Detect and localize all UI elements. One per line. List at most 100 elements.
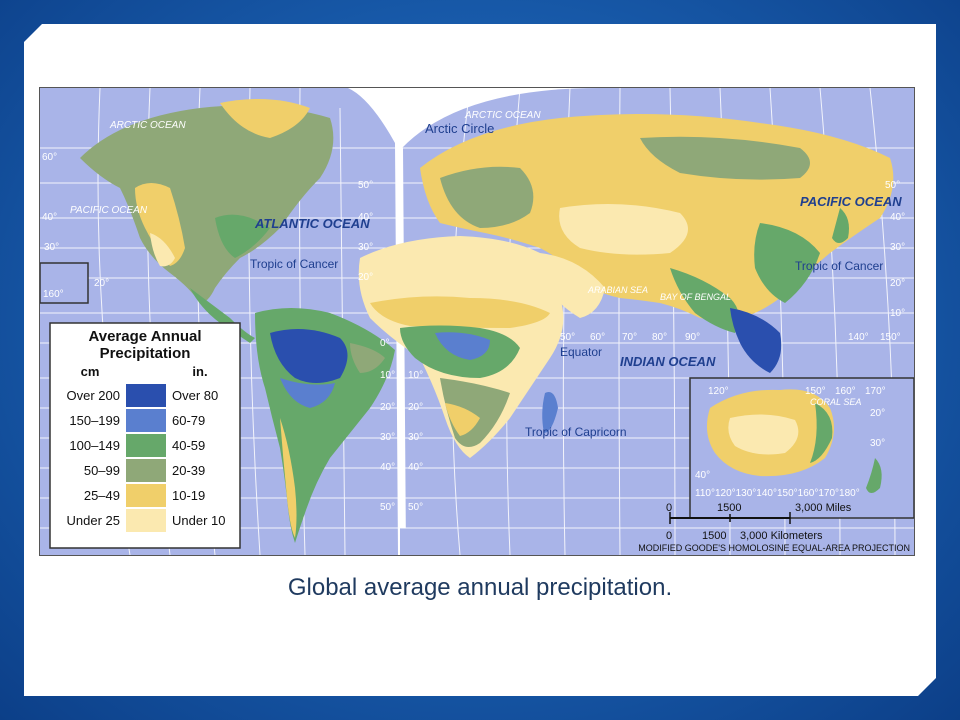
- slide: Average Annual Precipitation cm in. Over…: [24, 24, 936, 696]
- lat-sa-30: 30°: [380, 432, 395, 443]
- legend-title-1: Average Annual: [88, 328, 201, 345]
- label-arabian-sea: ARABIAN SEA: [587, 285, 648, 295]
- label-indian-ocean: INDIAN OCEAN: [620, 354, 716, 369]
- label-pacific-ocean-left: PACIFIC OCEAN: [70, 205, 148, 216]
- legend-swatch: [126, 459, 166, 482]
- lat-left-20: 20°: [94, 278, 109, 289]
- lat-sa-40: 40°: [380, 462, 395, 473]
- lat-left-60: 60°: [42, 152, 57, 163]
- label-arctic-ocean-left: ARCTIC OCEAN: [109, 120, 186, 131]
- na-dry-west: [135, 183, 185, 266]
- australia-east-coast: [810, 403, 833, 463]
- lon-90: 90°: [685, 332, 700, 343]
- madagascar: [542, 392, 558, 433]
- legend-unit-in: in.: [192, 364, 207, 379]
- na-arid-southwest: [150, 233, 175, 267]
- central-asia-arid: [559, 204, 688, 255]
- lat-af-20: 20°: [408, 402, 423, 413]
- lat-af-50: 50°: [408, 502, 423, 513]
- scale-zero-bottom: 0: [666, 530, 672, 542]
- southeast-asia-very-wet: [730, 308, 782, 373]
- lon-150: 150°: [880, 332, 901, 343]
- legend-swatch: [126, 409, 166, 432]
- legend: Average Annual Precipitation cm in. Over…: [49, 322, 241, 549]
- east-asia-wet: [754, 223, 820, 303]
- legend-cm-value: Over 200: [67, 388, 120, 403]
- projection-label: MODIFIED GOODE'S HOMOLOSINE EQUAL-AREA P…: [638, 543, 910, 553]
- lat-af-40: 40°: [408, 462, 423, 473]
- europe-moist: [440, 166, 534, 228]
- legend-title-2: Precipitation: [100, 345, 191, 362]
- lat-r-30: 30°: [890, 242, 905, 253]
- legend-in-value: 40-59: [172, 438, 205, 453]
- legend-swatch: [126, 484, 166, 507]
- australia-arid-interior: [728, 414, 799, 455]
- label-coral-sea: CORAL SEA: [810, 397, 861, 407]
- siberia-moist: [640, 136, 810, 180]
- legend-in-value: 10-19: [172, 488, 205, 503]
- lat-left-30: 30°: [44, 242, 59, 253]
- lat-mid-40: 40°: [358, 212, 373, 223]
- lat-0: 0°: [380, 338, 390, 349]
- lat-r-20: 20°: [890, 278, 905, 289]
- legend-cm-value: 50–99: [84, 463, 120, 478]
- lat-mid-50: 50°: [358, 180, 373, 191]
- legend-cm-value: 150–199: [69, 413, 120, 428]
- lat-sa-10: 10°: [380, 370, 395, 381]
- legend-cm-value: Under 25: [67, 513, 120, 528]
- label-bay-of-bengal: BAY OF BENGAL: [660, 292, 731, 302]
- greenland: [220, 99, 310, 138]
- lon-au-170: 170°: [865, 386, 886, 397]
- legend-swatch: [126, 434, 166, 457]
- map-svg: Average Annual Precipitation cm in. Over…: [40, 88, 914, 555]
- scale-miles-label: 3,000 Miles: [795, 502, 852, 514]
- label-tropic-cancer-right: Tropic of Cancer: [795, 259, 883, 273]
- lon-au-120: 120°: [708, 386, 729, 397]
- legend-rows: Over 200 Over 80 150–199 60-79 100–149 40-59 5…: [67, 384, 225, 532]
- lat-left-40: 40°: [42, 212, 57, 223]
- label-arctic-ocean-right: ARCTIC OCEAN: [464, 110, 541, 121]
- lon-au-bottom: 110°120°130°140°150°160°170°180°: [695, 488, 860, 499]
- lat-af-30: 30°: [408, 432, 423, 443]
- lat-au-40: 40°: [695, 470, 710, 481]
- amazon-very-wet: [270, 329, 348, 383]
- lat-r-40: 40°: [890, 212, 905, 223]
- legend-swatch: [126, 384, 166, 407]
- legend-cm-value: 25–49: [84, 488, 120, 503]
- south-asia-wet: [670, 268, 739, 333]
- label-tropic-cancer-left: Tropic of Cancer: [250, 257, 338, 271]
- lon-140: 140°: [848, 332, 869, 343]
- label-arctic-circle: Arctic Circle: [425, 121, 494, 136]
- lat-r-50: 50°: [885, 180, 900, 191]
- scale-mid-bottom: 1500: [702, 530, 726, 542]
- legend-cm-value: 100–149: [69, 438, 120, 453]
- japan: [832, 208, 849, 243]
- legend-in-value: Under 10: [172, 513, 225, 528]
- north-america-landmass: [80, 105, 334, 304]
- label-equator: Equator: [560, 345, 602, 359]
- lat-mid-20: 20°: [358, 272, 373, 283]
- kalahari-dry: [445, 403, 480, 436]
- lat-sa-20: 20°: [380, 402, 395, 413]
- na-wet-east: [215, 214, 270, 258]
- interruption-gap-south: [400, 528, 660, 555]
- congo-very-wet: [435, 332, 490, 360]
- label-pacific-ocean-right: PACIFIC OCEAN: [800, 194, 902, 209]
- lat-af-10: 10°: [408, 370, 423, 381]
- scale-zero-top: 0: [666, 502, 672, 514]
- legend-swatch: [126, 509, 166, 532]
- legend-in-value: Over 80: [172, 388, 218, 403]
- lon-au-150: 150°: [805, 386, 826, 397]
- new-zealand: [866, 458, 882, 493]
- lon-au-160: 160°: [835, 386, 856, 397]
- legend-in-value: 20-39: [172, 463, 205, 478]
- scale-mid-top: 1500: [717, 502, 741, 514]
- lon-80: 80°: [652, 332, 667, 343]
- sa-northeast-dry: [350, 343, 385, 373]
- interruption-gap-americas: [348, 88, 406, 555]
- lat-au-20: 20°: [870, 408, 885, 419]
- sahel-band: [370, 296, 550, 328]
- lat-au-30: 30°: [870, 438, 885, 449]
- arabia: [540, 253, 605, 318]
- lon-50: 50°: [560, 332, 575, 343]
